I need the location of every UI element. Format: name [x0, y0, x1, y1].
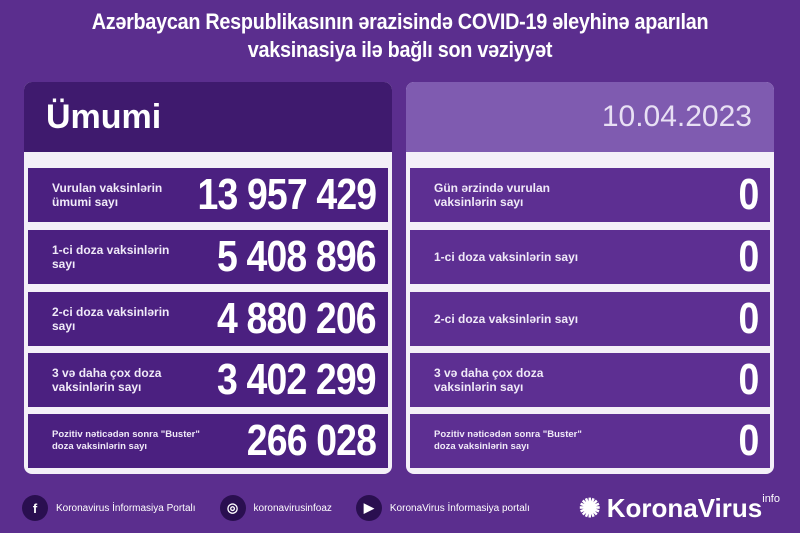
footer: f Koronavirus İnformasiya Portalı ◎ korona…	[22, 490, 780, 526]
stat-row: 3 və daha çox doza vaksinlərin sayı 0	[410, 353, 770, 407]
instagram-link[interactable]: ◎ koronavirusinfoaz	[219, 495, 332, 521]
instagram-icon: ◎	[219, 495, 246, 521]
date-header: 10.04.2023	[406, 82, 774, 152]
total-panel: Ümumi Vurulan vaksinlərin ümumi sayı 13 9…	[24, 82, 392, 474]
stat-row: Pozitiv nəticədən sonra "Buster" doza va…	[410, 414, 770, 468]
brand-logo: ✺ KoronaVirus info	[578, 492, 780, 523]
total-header: Ümumi	[24, 82, 392, 152]
stat-row: 3 və daha çox doza vaksinlərin sayı 3 402…	[28, 353, 388, 407]
facebook-icon: f	[22, 495, 48, 521]
virus-sun-icon: ✺	[578, 492, 601, 523]
page-title: Azərbaycan Respublikasının ərazisində CO…	[91, 9, 709, 62]
facebook-link[interactable]: f Koronavirus İnformasiya Portalı	[22, 495, 196, 521]
stat-row: 1-ci doza vaksinlərin sayı 5 408 896	[28, 230, 388, 284]
stat-row: Pozitiv nəticədən sonra "Buster" doza va…	[28, 414, 388, 468]
youtube-link[interactable]: ▶ KoronaVirus İnformasiya portalı	[355, 495, 530, 521]
stat-row: Vurulan vaksinlərin ümumi sayı 13 957 429	[28, 168, 388, 222]
youtube-icon: ▶	[355, 495, 382, 521]
stat-row: 2-ci doza vaksinlərin sayı 4 880 206	[28, 292, 388, 346]
stat-row: Gün ərzində vurulan vaksinlərin sayı 0	[410, 168, 770, 222]
daily-panel: 10.04.2023 Gün ərzində vurulan vaksinlər…	[406, 82, 774, 474]
stat-row: 2-ci doza vaksinlərin sayı 0	[410, 292, 770, 346]
stat-row: 1-ci doza vaksinlərin sayı 0	[410, 230, 770, 284]
